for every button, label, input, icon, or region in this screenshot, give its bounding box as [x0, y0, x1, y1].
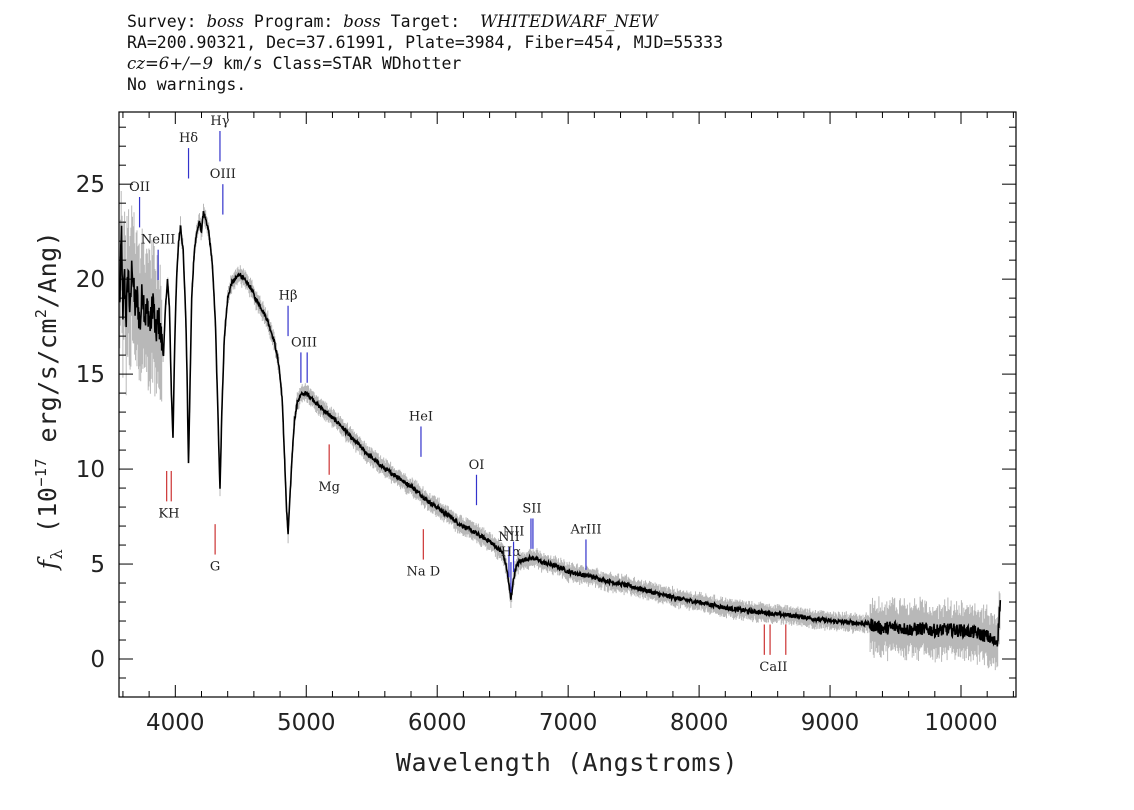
emission-line-label: SII	[522, 501, 541, 516]
program-label: Program:	[243, 12, 344, 31]
spectrum-line	[118, 211, 1002, 647]
target-label: Target:	[380, 12, 481, 31]
x-axis-title: Wavelength (Angstroms)	[396, 748, 738, 777]
cz-value: =6+/−9	[144, 54, 213, 73]
emission-line-label: NII	[498, 530, 520, 545]
x-tick-label: 6000	[408, 710, 467, 736]
absorption-line-label: KH	[158, 506, 179, 521]
y-tick-label: 25	[76, 172, 105, 198]
plot-frame	[118, 111, 1017, 698]
emission-line-label: NeIII	[141, 233, 175, 248]
spectrum-header: Survey: boss Program: boss Target: WHITE…	[127, 11, 723, 95]
y-tick-label: 15	[76, 362, 105, 388]
header-line-warnings: No warnings.	[127, 75, 247, 94]
y-tick-label: 20	[76, 267, 105, 293]
y-tick-label: 5	[90, 552, 105, 578]
x-tick-label: 9000	[801, 710, 860, 736]
header-line-coordinates: RA=200.90321, Dec=37.61991, Plate=3984, …	[127, 33, 724, 52]
emission-line-label: Hγ	[210, 114, 229, 129]
absorption-line-label: G	[210, 560, 220, 575]
emission-line-label: HeI	[409, 409, 433, 424]
y-tick-label: 10	[76, 457, 105, 483]
x-tick-label: 7000	[539, 710, 598, 736]
spectral-line-markers: OIINeIIIHδHγOIIIHβOIIIHeIOINIIHαNIISIIAr…	[129, 114, 787, 675]
absorption-line-label: Mg	[318, 480, 340, 495]
svg-text:fλ (10−17 erg/s/cm2/Ang): fλ (10−17 erg/s/cm2/Ang)	[32, 231, 66, 571]
emission-line-label: ArIII	[569, 522, 601, 537]
cz-symbol: cz	[127, 54, 145, 73]
noise-band	[119, 191, 1001, 671]
x-tick-label: 5000	[277, 710, 336, 736]
axis-tick-labels: 4000 5000 6000 7000 8000 9000 10000 0 5 10 15 20 25	[76, 172, 998, 736]
x-tick-label: 10000	[924, 710, 997, 736]
absorption-line-label: Na D	[406, 565, 440, 580]
class-text: km/s Class=STAR WDhotter	[212, 54, 462, 73]
axis-ticks	[119, 112, 1016, 697]
absorption-line-label: CaII	[759, 660, 787, 675]
x-tick-label: 4000	[146, 710, 205, 736]
x-tick-label: 8000	[670, 710, 729, 736]
emission-line-label: Hα	[501, 545, 521, 560]
survey-prefix: Survey:	[127, 12, 207, 31]
emission-line-label: OII	[129, 180, 150, 195]
emission-line-label: OIII	[210, 167, 236, 182]
header-line-survey: Survey: boss Program: boss Target: WHITE…	[127, 11, 723, 32]
emission-line-label: NII	[503, 525, 525, 540]
noise-envelope	[119, 191, 1001, 671]
emission-line-label: OIII	[291, 335, 317, 350]
emission-line-label: OI	[469, 458, 485, 473]
y-tick-label: 0	[90, 647, 105, 673]
program-value: boss	[343, 12, 381, 31]
emission-line-label: Hβ	[279, 289, 298, 304]
survey-value: boss	[206, 12, 244, 31]
emission-line-label: Hδ	[179, 131, 198, 146]
target-value: WHITEDWARF_NEW	[480, 12, 658, 31]
header-line-redshift: cz=6+/−9 km/s Class=STAR WDhotter	[127, 53, 723, 74]
y-axis-title: fλ (10−17 erg/s/cm2/Ang)	[32, 231, 66, 571]
